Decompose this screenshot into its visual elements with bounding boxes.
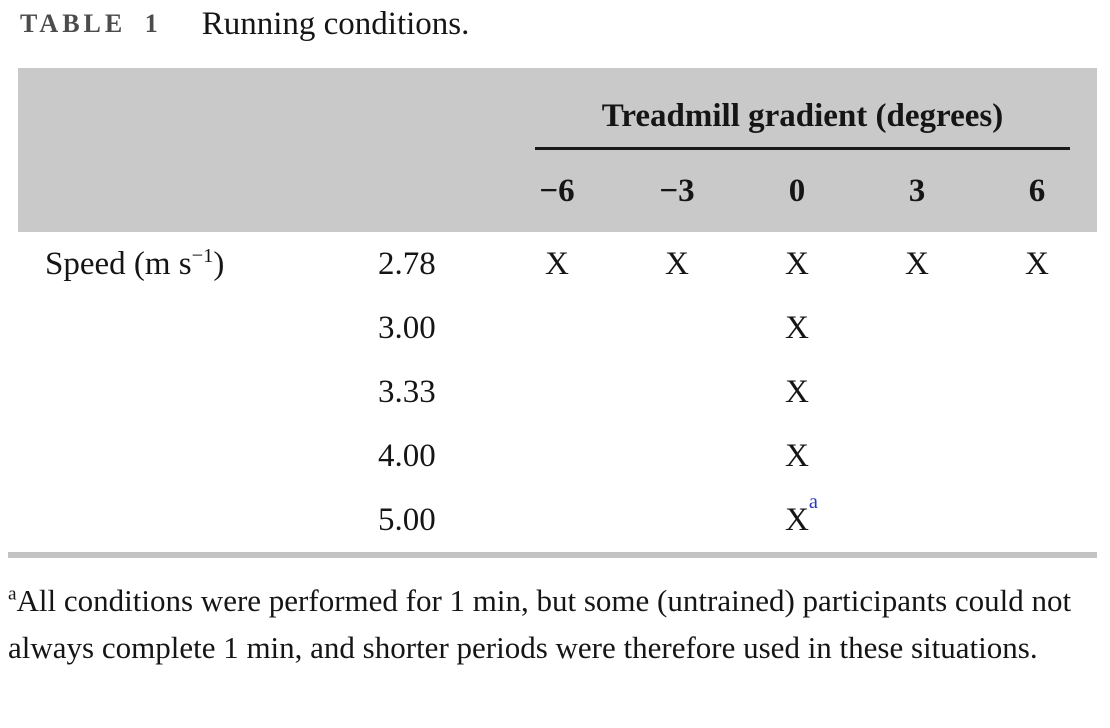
group-header-underline: Treadmill gradient (degrees) (535, 98, 1070, 150)
speed-value: 3.33 (378, 373, 436, 410)
footnote-text: All conditions were performed for 1 min,… (8, 583, 1072, 665)
table-column-header-row: −6 −3 0 3 6 (18, 150, 1097, 232)
column-header-gradient-neg3: −3 (659, 172, 695, 209)
group-header-cell: Treadmill gradient (degrees) (497, 68, 1097, 150)
column-header-gradient-6: 6 (1028, 172, 1046, 209)
mark-cell: X (785, 437, 809, 474)
mark-cell: X (545, 245, 569, 282)
table-row: Speed (m s−1) 2.78 X X X X X (18, 232, 1097, 296)
table-number-label: TABLE 1 (20, 9, 162, 38)
footnote-marker: a (8, 583, 17, 605)
running-conditions-table: Treadmill gradient (degrees) −6 −3 0 3 6… (18, 68, 1097, 552)
mark-cell: X (905, 245, 929, 282)
mark-cell: X (665, 245, 689, 282)
table-title: TABLE 1 Running conditions. (0, 0, 1110, 68)
footnote-marker: a (808, 490, 818, 513)
table-row: 4.00 X (18, 424, 1097, 488)
mark-cell: X (785, 373, 809, 410)
mark-cell: X (1025, 245, 1049, 282)
speed-value: 5.00 (378, 501, 436, 538)
speed-value: 3.00 (378, 309, 436, 346)
mark-cell: X (785, 245, 809, 282)
row-header-speed: Speed (m s−1) (45, 245, 225, 282)
table-caption: Running conditions. (201, 6, 470, 42)
table-bottom-rule (8, 552, 1097, 558)
mark-cell: X (785, 309, 809, 346)
table-row: 3.00 X (18, 296, 1097, 360)
table-row: 3.33 X (18, 360, 1097, 424)
table-group-header-row: Treadmill gradient (degrees) (18, 68, 1097, 150)
mark-x: X (785, 501, 809, 538)
column-header-gradient-3: 3 (908, 172, 926, 209)
group-header-title: Treadmill gradient (degrees) (601, 98, 1004, 134)
speed-value: 4.00 (378, 437, 436, 474)
speed-value: 2.78 (378, 245, 436, 282)
table-footnote: aAll conditions were performed for 1 min… (8, 578, 1074, 671)
speed-unit-exponent: −1 (191, 245, 214, 267)
column-header-gradient-0: 0 (788, 172, 806, 209)
column-header-gradient-neg6: −6 (539, 172, 575, 209)
